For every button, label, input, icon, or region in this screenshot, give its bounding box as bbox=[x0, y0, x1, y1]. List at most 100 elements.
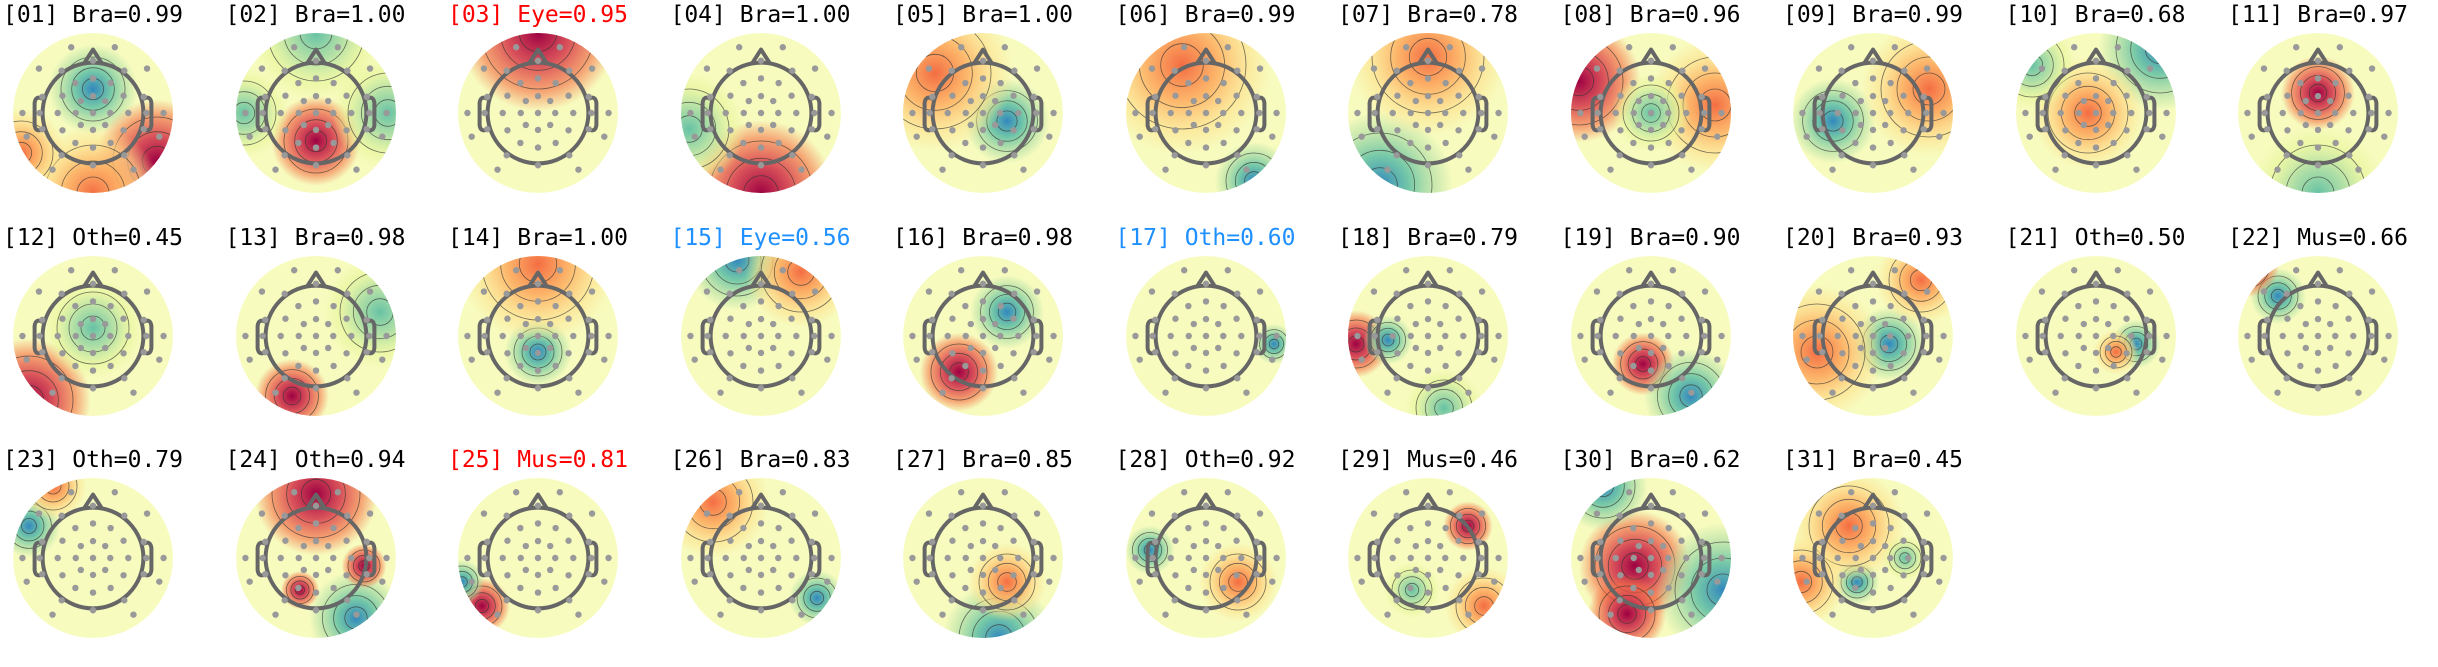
electrode-dot bbox=[2092, 162, 2099, 169]
electrode-dot bbox=[913, 355, 920, 363]
electrode-dot bbox=[823, 133, 831, 140]
electrode-dot bbox=[1371, 109, 1378, 117]
electrode-dot bbox=[1596, 570, 1603, 578]
contour-line bbox=[1209, 553, 1266, 611]
electrode-dot bbox=[779, 489, 786, 496]
electrode-dot bbox=[1465, 611, 1472, 618]
electrode-dot bbox=[1834, 109, 1841, 117]
electrode-dot bbox=[363, 348, 370, 355]
electrode-dot bbox=[2345, 315, 2352, 322]
electrode-dot bbox=[2314, 315, 2322, 322]
electrode-dot bbox=[1869, 520, 1877, 527]
electrode-dot bbox=[1214, 542, 1221, 550]
electrode-dot bbox=[312, 607, 319, 614]
electrode-dot bbox=[1171, 127, 1179, 134]
electrode-dot bbox=[1664, 109, 1671, 117]
electrode-dot bbox=[1647, 92, 1654, 100]
electrode-dot bbox=[1593, 510, 1600, 517]
nose-icon bbox=[2307, 47, 2329, 65]
electrode-dot bbox=[788, 152, 796, 159]
electrode-dot bbox=[1839, 92, 1846, 99]
electrode-dot bbox=[1852, 139, 1859, 147]
ear-icon bbox=[32, 318, 44, 355]
electrode-dot bbox=[1370, 510, 1378, 517]
electrode-dot bbox=[725, 374, 733, 381]
electrode-dot bbox=[1436, 121, 1444, 129]
electrode-dot bbox=[1171, 537, 1179, 544]
topomap bbox=[13, 255, 173, 416]
electrode-dot bbox=[2283, 290, 2290, 297]
electrode-dot bbox=[735, 489, 742, 496]
ear-icon bbox=[1367, 540, 1379, 578]
electrode-dot bbox=[120, 315, 127, 322]
electrode-dot bbox=[1219, 332, 1226, 339]
electrode-dot bbox=[769, 566, 776, 574]
electrode-dot bbox=[1630, 109, 1637, 117]
electrode-dot bbox=[1010, 349, 1017, 356]
electrode-dot bbox=[1615, 67, 1623, 74]
electrode-dot bbox=[565, 92, 572, 99]
electrode-dot bbox=[757, 297, 764, 305]
electrode-dot bbox=[67, 266, 75, 273]
electrode-dot bbox=[1393, 290, 1400, 297]
ear-icon bbox=[1922, 540, 1934, 578]
topomap bbox=[13, 33, 173, 193]
ear-icon bbox=[700, 318, 712, 355]
electrode-dot bbox=[588, 287, 596, 295]
electrode-dot bbox=[1593, 332, 1601, 339]
electrode-dot bbox=[939, 611, 946, 618]
electrode-dot bbox=[1596, 316, 1603, 323]
electrode-dot bbox=[2248, 133, 2255, 140]
electrode-dot bbox=[2146, 287, 2153, 295]
electrode-dot bbox=[570, 332, 577, 339]
electrode-dot bbox=[89, 589, 97, 596]
electrode-dot bbox=[121, 67, 128, 74]
electrode-dot bbox=[2038, 109, 2046, 117]
electrode-dot bbox=[503, 290, 510, 297]
electrode-dot bbox=[1615, 374, 1623, 381]
electrode-dot bbox=[2283, 67, 2290, 74]
electrode-dot bbox=[1407, 139, 1414, 147]
electrode-dot bbox=[2041, 348, 2048, 355]
activation-blob bbox=[1125, 33, 1272, 155]
electrode-dot bbox=[726, 315, 734, 322]
electrode-dot bbox=[2355, 166, 2362, 173]
electrode-dot bbox=[329, 139, 337, 147]
electrode-dot bbox=[1442, 109, 1449, 117]
electrode-dot bbox=[757, 366, 764, 374]
electrode-dot bbox=[1803, 578, 1810, 585]
electrode-dot bbox=[1478, 510, 1486, 517]
electrode-dot bbox=[480, 287, 488, 295]
electrode-dot bbox=[324, 542, 331, 550]
electrode-dot bbox=[827, 332, 835, 339]
electrode-dot bbox=[925, 510, 933, 517]
contour-line bbox=[13, 384, 45, 415]
electrode-dot bbox=[1202, 332, 1209, 339]
electrode-dot bbox=[1394, 537, 1401, 544]
electrode-dot bbox=[1647, 144, 1654, 151]
electrode-dot bbox=[58, 597, 65, 604]
electrode-dot bbox=[1202, 109, 1209, 117]
electrode-dot bbox=[517, 109, 524, 117]
electrode-dot bbox=[787, 349, 795, 356]
electrode-dot bbox=[1020, 166, 1027, 173]
electrode-dot bbox=[1887, 332, 1894, 339]
nose-icon bbox=[2307, 270, 2329, 288]
ear-icon bbox=[1590, 95, 1602, 133]
electrode-dot bbox=[757, 332, 764, 339]
electrode-dot bbox=[89, 366, 97, 374]
ear-icon bbox=[1477, 95, 1489, 133]
electrode-dot bbox=[979, 109, 987, 117]
electrode-dot bbox=[1190, 566, 1197, 574]
electrode-dot bbox=[788, 597, 796, 604]
electrode-dot bbox=[1887, 139, 1894, 147]
electrode-dot bbox=[2368, 332, 2375, 339]
electrode-dot bbox=[72, 362, 79, 369]
electrode-dot bbox=[1170, 512, 1178, 519]
electrode-dot bbox=[1593, 554, 1601, 562]
electrode-dot bbox=[1214, 344, 1221, 351]
topomap-panel: [13] Bra=0.98 bbox=[223, 223, 445, 445]
electrode-dot bbox=[329, 362, 337, 369]
electrode-dot bbox=[2264, 316, 2271, 323]
contour-line bbox=[1888, 255, 1953, 312]
